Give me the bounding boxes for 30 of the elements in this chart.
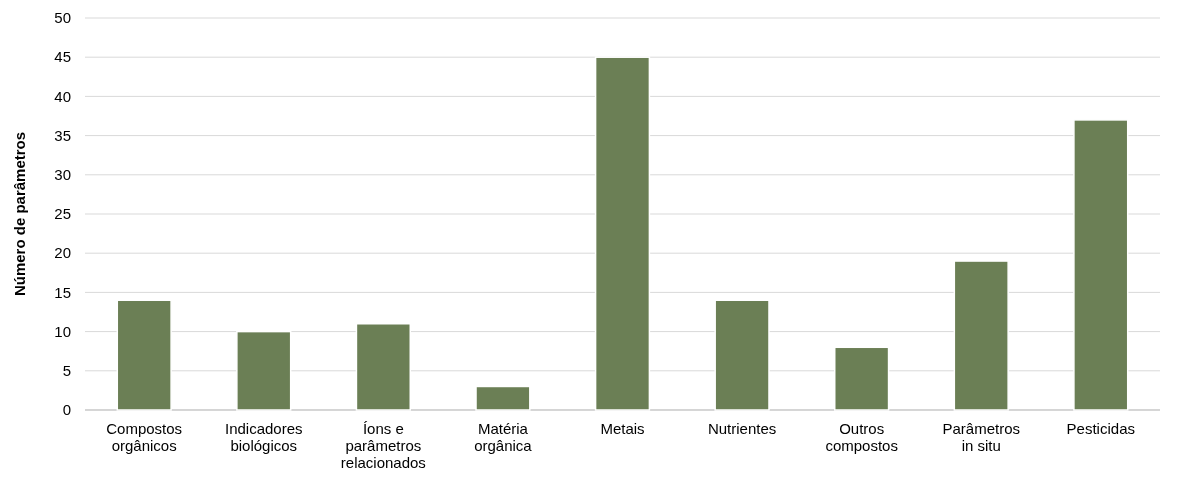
y-tick-label: 5	[62, 362, 71, 380]
bar	[475, 385, 531, 411]
x-tick-label: Outros compostos	[825, 420, 898, 454]
x-tick-label: Compostos orgânicos	[106, 420, 183, 454]
bar	[714, 299, 770, 411]
y-tick-label: 25	[54, 205, 71, 223]
y-tick-label: 15	[54, 283, 71, 301]
x-tick-label: Nutrientes	[707, 420, 777, 437]
bar	[953, 260, 1009, 411]
y-tick-label: 50	[54, 9, 71, 27]
x-tick-label: Pesticidas	[1066, 420, 1135, 437]
y-tick-label: 0	[62, 401, 71, 419]
bar	[236, 330, 292, 411]
y-tick-label: 45	[54, 48, 71, 66]
bar	[1073, 119, 1129, 411]
y-tick-label: 30	[54, 166, 71, 184]
bar	[116, 299, 172, 411]
x-tick-label: Íons e parâmetros relacionados	[340, 420, 426, 471]
y-axis-title: Número de parâmetros	[11, 131, 28, 297]
y-tick-label: 35	[54, 126, 71, 144]
bar	[834, 346, 890, 411]
x-tick-label: Metais	[600, 420, 645, 437]
y-tick-label: 40	[54, 87, 71, 105]
bar	[594, 56, 651, 411]
bar	[355, 323, 411, 411]
x-tick-label: Indicadores biológicos	[224, 420, 303, 454]
x-tick-label: Parâmetros in situ	[942, 420, 1020, 454]
x-tick-label: Matéria orgânica	[474, 420, 533, 454]
y-tick-label: 10	[54, 322, 71, 340]
y-tick-label: 20	[54, 244, 71, 262]
